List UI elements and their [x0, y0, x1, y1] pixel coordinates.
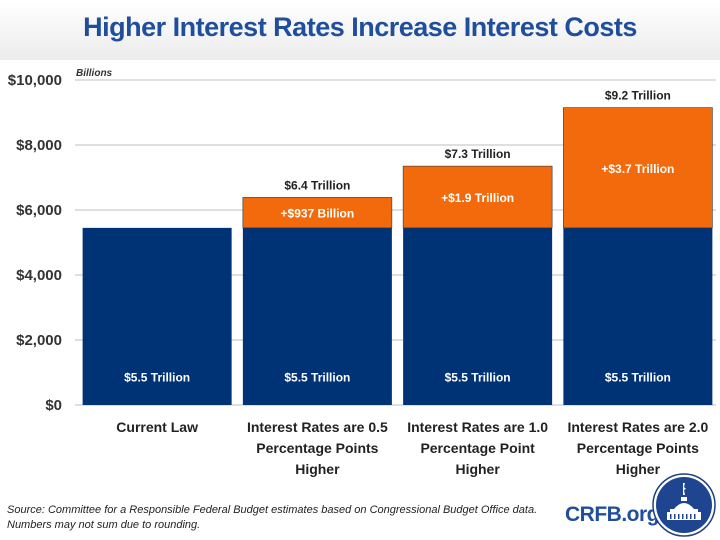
bar-increase-segment	[402, 165, 553, 229]
source-line-2: Numbers may not sum due to rounding.	[7, 519, 201, 531]
bar-data-label: $5.5 Trillion	[284, 371, 350, 385]
bar-base-segment	[563, 227, 713, 405]
crfb-logo-icon	[652, 473, 716, 537]
bar-total-label: $7.3 Trillion	[445, 147, 511, 161]
bar-base-segment	[82, 227, 232, 405]
bar-data-label: +$1.9 Trillion	[441, 191, 514, 205]
y-tick-label: $2,000	[16, 332, 62, 349]
chart-area: $0 $2,000 $4,000 $6,000 $8,000 $10,000 Billion…	[8, 68, 716, 477]
brand-link[interactable]: CRFB.org	[565, 503, 660, 526]
bar-data-label: $5.5 Trillion	[445, 371, 511, 385]
chart-title: Higher Interest Rates Increase Interest …	[83, 12, 637, 42]
units-label: Billions	[76, 68, 113, 79]
bar-data-label: $5.5 Trillion	[605, 371, 671, 385]
source-note: Source: Committee for a Responsible Fede…	[7, 503, 537, 533]
y-tick-label: $8,000	[16, 137, 62, 154]
bar-total-label: $6.4 Trillion	[284, 178, 350, 192]
y-tick-label: $6,000	[16, 202, 62, 219]
x-category-label: Percentage Points	[577, 440, 699, 456]
x-category-label: Percentage Points	[256, 440, 378, 456]
bar-base-segment	[242, 227, 392, 405]
x-category-label: Higher	[616, 461, 661, 477]
x-category-label: Higher	[455, 461, 500, 477]
x-category-label: Percentage Point	[420, 440, 535, 456]
bar-base-segment	[403, 227, 553, 405]
bar-data-label: +$937 Billion	[281, 207, 355, 221]
bar-increase-segment	[563, 107, 713, 229]
x-category-label: Interest Rates are 2.0	[567, 419, 708, 435]
bar-total-label: $9.2 Trillion	[605, 89, 671, 103]
bar-increase-segment	[242, 197, 393, 229]
x-category-label: Higher	[295, 461, 340, 477]
y-tick-label: $10,000	[8, 72, 62, 89]
x-category-label: Current Law	[116, 419, 198, 435]
x-category-label: Interest Rates are 1.0	[407, 419, 548, 435]
source-line-1: Source: Committee for a Responsible Fede…	[7, 504, 538, 516]
y-tick-label: $4,000	[16, 267, 62, 284]
bar-data-label: +$3.7 Trillion	[601, 162, 674, 176]
y-tick-label: $0	[45, 397, 62, 414]
header-band	[0, 0, 720, 60]
bar-data-label: $5.5 Trillion	[124, 371, 190, 385]
x-category-label: Interest Rates are 0.5	[247, 419, 388, 435]
